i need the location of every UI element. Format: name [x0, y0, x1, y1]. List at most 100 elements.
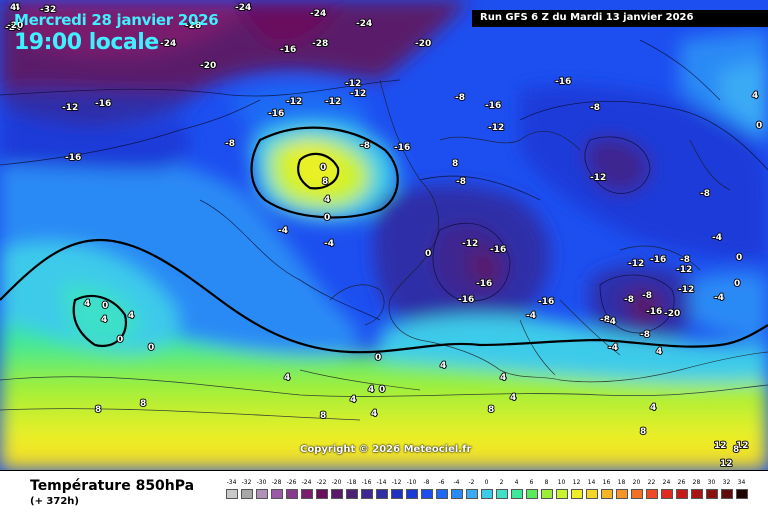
scale-tick-label: 0 [484, 479, 489, 486]
scale-swatch [706, 489, 718, 499]
model-run-label: Run GFS 6 Z du Mardi 13 janvier 2026 [480, 12, 694, 23]
temperature-value-label: -20 [415, 39, 431, 49]
temperature-value-label: -4 [278, 226, 288, 236]
scale-swatch [436, 489, 448, 499]
temperature-value-label: 0 [736, 253, 742, 263]
temperature-value-label: -8 [700, 189, 710, 199]
temperature-value-label: -8 [600, 315, 610, 325]
temperature-value-label: -8 [642, 291, 652, 301]
copyright-notice: Copyright © 2026 Meteociel.fr [300, 444, 472, 455]
temperature-value-label: 4 [368, 385, 374, 395]
temperature-value-label: -32 [40, 5, 56, 15]
temperature-value-label: -20 [200, 61, 216, 71]
temperature-value-label: 12 [736, 441, 749, 451]
temperature-value-label: 8 [95, 405, 101, 415]
temperature-value-label: 8 [452, 159, 458, 169]
temperature-value-label: -20 [7, 21, 23, 31]
scale-tick-label: 12 [572, 479, 581, 486]
scale-tick-label: 8 [544, 479, 549, 486]
temperature-value-label: -24 [160, 39, 176, 49]
temperature-value-label: 4 [752, 91, 758, 101]
temperature-value-label: 4 [128, 311, 134, 321]
temperature-value-label: -12 [488, 123, 504, 133]
scale-tick-label: 30 [707, 479, 716, 486]
temperature-value-label: -12 [628, 259, 644, 269]
temperature-value-label: 8 [320, 411, 326, 421]
temperature-value-label: -16 [268, 109, 284, 119]
scale-tick-label: 6 [529, 479, 534, 486]
valid-date-title: Mercredi 28 janvier 2026 [14, 11, 219, 29]
temperature-value-label: -24 [356, 19, 372, 29]
temperature-value-label: 4 [371, 409, 377, 419]
scale-swatch [571, 489, 583, 499]
scale-swatch [481, 489, 493, 499]
temperature-value-label: 0 [320, 163, 326, 173]
scale-swatch [631, 489, 643, 499]
scale-tick-label: 4 [514, 479, 519, 486]
temperature-value-label: 12 [720, 459, 733, 469]
scale-swatch [661, 489, 673, 499]
scale-swatch [226, 489, 238, 499]
local-time-label: 19:00 locale [14, 30, 159, 55]
temperature-field [0, 0, 768, 470]
scale-tick-label: -28 [271, 479, 282, 486]
temperature-value-label: 4 [84, 299, 90, 309]
temperature-value-label: -8 [624, 295, 634, 305]
scale-swatch [736, 489, 748, 499]
temperature-value-label: 0 [102, 301, 108, 311]
scale-swatch [301, 489, 313, 499]
scale-swatch [541, 489, 553, 499]
temperature-value-label: -16 [280, 45, 296, 55]
temperature-value-label: -8 [360, 141, 370, 151]
scale-tick-label: -14 [376, 479, 387, 486]
scale-tick-label: 34 [737, 479, 746, 486]
scale-swatch [271, 489, 283, 499]
run-info-box [472, 10, 768, 27]
temperature-value-label: 8 [733, 445, 739, 455]
temperature-value-label: -24 [310, 9, 326, 19]
lead-time-label: (+ 372h) [30, 496, 79, 507]
temperature-value-label: -16 [538, 297, 554, 307]
temperature-value-label: -4 [712, 233, 722, 243]
scale-tick-label: 22 [647, 479, 656, 486]
temperature-value-label: -4 [324, 239, 334, 249]
scale-tick-label: -20 [331, 479, 342, 486]
temperature-value-label: -8 [225, 139, 235, 149]
scale-tick-label: -30 [256, 479, 267, 486]
temperature-value-label: 4 [101, 315, 107, 325]
temperature-value-label: 4 [324, 195, 330, 205]
scale-tick-label: -8 [423, 479, 430, 486]
temperature-value-label: 4 [440, 361, 446, 371]
contour-lines [0, 39, 768, 421]
map-labels: -32 -24-28-24-24-20-24 -28-16-20-24-16-20-… [4, 2, 763, 470]
scale-swatch [241, 489, 253, 499]
temperature-value-label: -20 [664, 309, 680, 319]
isotherm-lines [0, 126, 768, 354]
coastlines [299, 79, 768, 391]
scale-swatch [526, 489, 538, 499]
scale-tick-label: -24 [301, 479, 312, 486]
temperature-value-label: -12 [62, 103, 78, 113]
temperature-value-label: 0 [117, 335, 123, 345]
temperature-value-label: -16 [490, 245, 506, 255]
temperature-value-label: -4 [606, 317, 616, 327]
temperature-value-label: -16 [65, 153, 81, 163]
scale-swatch [556, 489, 568, 499]
scale-swatch [316, 489, 328, 499]
temperature-value-label: -8 [590, 103, 600, 113]
temperature-value-label: -12 [590, 173, 606, 183]
scale-tick-label: 10 [557, 479, 566, 486]
scale-swatch [601, 489, 613, 499]
scale-swatch [346, 489, 358, 499]
scale-swatch [421, 489, 433, 499]
scale-tick-label: -12 [391, 479, 402, 486]
temperature-value-label: -16 [95, 99, 111, 109]
scale-tick-label: 28 [692, 479, 701, 486]
temperature-value-label: 8 [322, 177, 328, 187]
temperature-value-label: 4 [510, 393, 516, 403]
temperature-value-label: -28 [312, 39, 328, 49]
temperature-value-label: -16 [650, 255, 666, 265]
temperature-value-label: 4 [284, 373, 290, 383]
scale-tick-label: 20 [632, 479, 641, 486]
scale-tick-label: -16 [361, 479, 372, 486]
